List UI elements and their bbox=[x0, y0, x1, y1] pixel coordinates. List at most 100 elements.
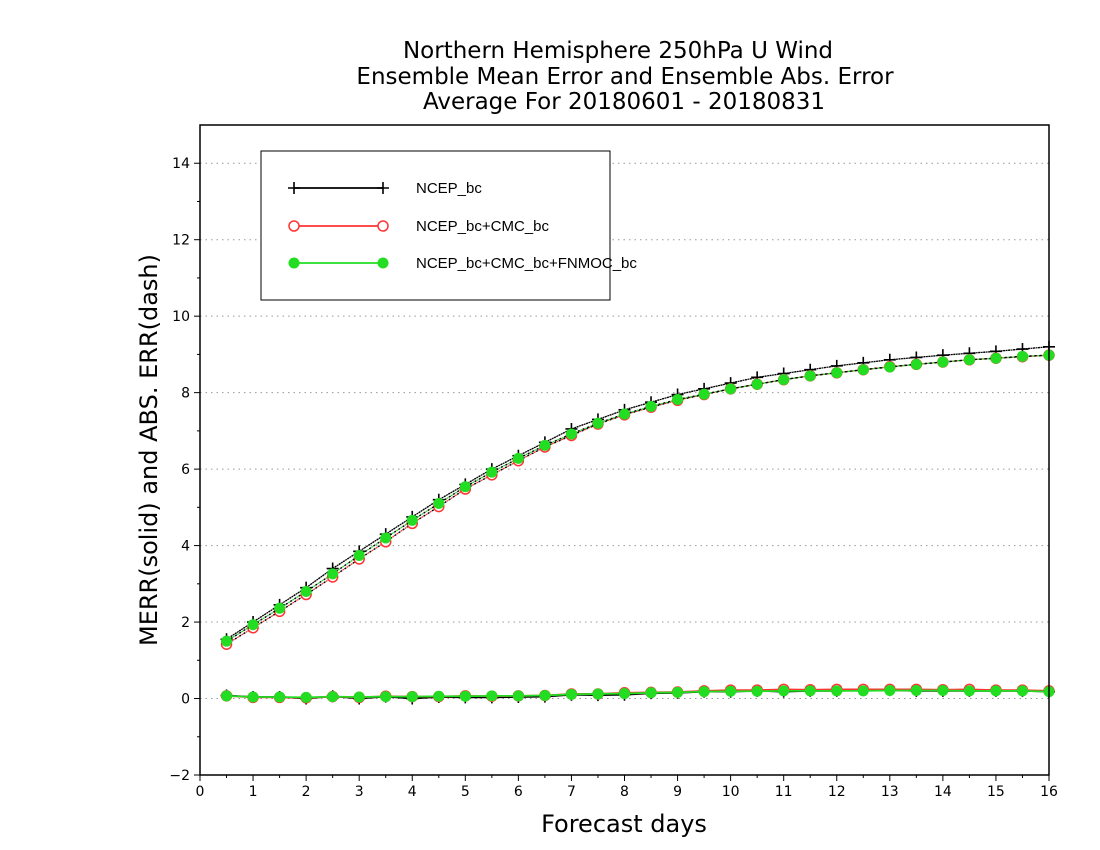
x-tick-label-8: 8 bbox=[620, 784, 629, 800]
abs-err-point bbox=[645, 400, 657, 412]
legend-label-1: NCEP_bc+CMC_bc bbox=[416, 218, 549, 235]
y-axis-label: MERR(solid) and ABS. ERR(dash) bbox=[135, 254, 163, 646]
x-tick-label-1: 1 bbox=[249, 784, 258, 800]
mean-err-point bbox=[274, 691, 286, 703]
mean-err-point bbox=[751, 685, 763, 697]
chart-title-line-2: Ensemble Mean Error and Ensemble Abs. Er… bbox=[356, 64, 894, 90]
mean-err-point bbox=[672, 686, 684, 698]
mean-err-point bbox=[937, 685, 949, 696]
abs-err-point bbox=[778, 374, 790, 386]
abs-err-point bbox=[831, 367, 843, 379]
series-2 bbox=[221, 349, 1055, 703]
mean-err-point bbox=[353, 691, 365, 703]
x-tick-label-6: 6 bbox=[514, 784, 523, 800]
series-1 bbox=[220, 349, 1055, 704]
y-tick-label-4: 4 bbox=[181, 539, 190, 555]
abs-err-line-0 bbox=[226, 346, 1050, 640]
abs-err-point bbox=[619, 408, 630, 420]
abs-err-line-2 bbox=[226, 354, 1050, 642]
abs-err-point bbox=[592, 417, 604, 429]
mean-err-point bbox=[433, 690, 445, 702]
x-tick-label-16: 16 bbox=[1040, 784, 1058, 800]
x-tick-label-0: 0 bbox=[196, 784, 205, 800]
abs-err-point bbox=[300, 585, 312, 597]
x-tick-label-10: 10 bbox=[722, 784, 740, 800]
mean-err-point bbox=[327, 691, 339, 703]
y-tick-label--2: −2 bbox=[169, 768, 190, 784]
y-tick-label-2: 2 bbox=[181, 615, 190, 631]
x-tick-label-7: 7 bbox=[567, 784, 576, 800]
mean-err-point bbox=[698, 686, 710, 698]
mean-err-point bbox=[486, 690, 498, 702]
abs-err-point bbox=[512, 452, 524, 464]
y-tick-label-12: 12 bbox=[172, 233, 190, 249]
chart-title-line-1: Northern Hemisphere 250hPa U Wind bbox=[403, 38, 833, 64]
x-tick-label-2: 2 bbox=[302, 784, 311, 800]
mean-err-point bbox=[990, 685, 1002, 697]
mean-err-point bbox=[963, 685, 975, 697]
legend-marker-start-2 bbox=[288, 257, 300, 269]
mean-err-point bbox=[619, 688, 630, 700]
mean-err-point bbox=[247, 691, 259, 703]
abs-err-point bbox=[406, 514, 418, 526]
abs-err-point bbox=[486, 466, 498, 478]
legend-label-0: NCEP_bc bbox=[416, 180, 482, 197]
mean-err-point bbox=[778, 685, 790, 697]
x-tick-label-3: 3 bbox=[355, 784, 364, 800]
mean-err-point bbox=[380, 691, 392, 703]
mean-err-point bbox=[857, 685, 869, 697]
mean-err-point bbox=[910, 685, 922, 696]
mean-err-point bbox=[221, 690, 233, 702]
x-tick-label-15: 15 bbox=[987, 784, 1005, 800]
series-0 bbox=[220, 340, 1055, 705]
x-tick-label-13: 13 bbox=[881, 784, 899, 800]
abs-err-point bbox=[910, 358, 922, 370]
x-tick-label-4: 4 bbox=[408, 784, 417, 800]
abs-err-point bbox=[1016, 350, 1028, 362]
mean-err-point bbox=[645, 687, 657, 699]
mean-err-point bbox=[512, 690, 524, 702]
legend-marker-end-1 bbox=[377, 220, 389, 232]
x-axis-label: Forecast days bbox=[541, 810, 707, 838]
y-tick-label-14: 14 bbox=[172, 156, 190, 172]
abs-err-point bbox=[247, 619, 259, 631]
mean-err-point bbox=[565, 688, 577, 700]
legend-marker-end-0 bbox=[377, 182, 389, 194]
abs-err-point bbox=[857, 364, 869, 376]
legend-label-2: NCEP_bc+CMC_bc+FNMOC_bc bbox=[416, 255, 637, 272]
x-tick-label-9: 9 bbox=[673, 784, 682, 800]
mean-err-point bbox=[459, 690, 471, 702]
y-tick-label-8: 8 bbox=[181, 386, 190, 402]
abs-err-point bbox=[221, 635, 233, 647]
mean-err-point bbox=[592, 688, 604, 700]
x-tick-label-11: 11 bbox=[775, 784, 793, 800]
abs-err-line-1 bbox=[226, 354, 1050, 645]
mean-err-point bbox=[406, 691, 418, 703]
abs-err-point bbox=[963, 354, 975, 366]
abs-err-point bbox=[459, 481, 471, 493]
mean-err-point bbox=[725, 685, 737, 697]
abs-err-point bbox=[698, 388, 710, 400]
legend-marker-start-0 bbox=[288, 182, 300, 194]
chart-title-line-3: Average For 20180601 - 20180831 bbox=[423, 89, 825, 115]
mean-err-point bbox=[1016, 685, 1028, 697]
legend: NCEP_bc NCEP_bc+CMC_bc NCEP_bc+CMC_bc+FNMO… bbox=[260, 150, 637, 301]
abs-err-point bbox=[565, 428, 577, 440]
mean-err-point bbox=[300, 691, 312, 703]
abs-err-point bbox=[672, 394, 684, 406]
y-tick-label-10: 10 bbox=[172, 309, 190, 325]
x-tick-label-5: 5 bbox=[461, 784, 470, 800]
y-tick-label-0: 0 bbox=[181, 692, 190, 708]
abs-err-point bbox=[804, 370, 816, 382]
mean-err-point bbox=[804, 685, 816, 697]
y-tick-label-6: 6 bbox=[181, 462, 190, 478]
abs-err-point bbox=[274, 602, 286, 614]
mean-err-point bbox=[539, 689, 551, 701]
abs-err-point bbox=[327, 568, 339, 580]
abs-err-line-color-2 bbox=[226, 354, 1050, 642]
abs-err-point bbox=[380, 532, 392, 544]
abs-err-line-color-1 bbox=[226, 354, 1050, 645]
abs-err-point bbox=[353, 550, 365, 562]
legend-marker-end-2 bbox=[377, 257, 389, 269]
